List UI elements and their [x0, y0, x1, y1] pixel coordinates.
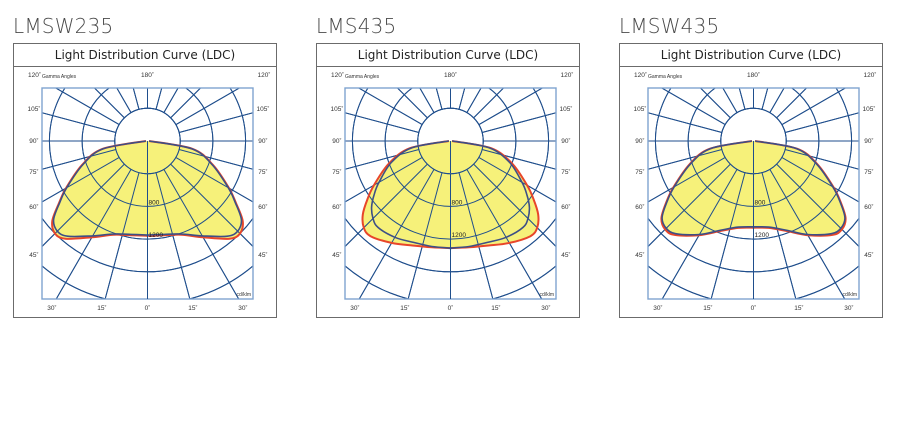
angle-label-left: 75˚	[29, 168, 38, 176]
product-panel-lms435: LMS435 Light Distribution Curve (LDC) 80…	[314, 0, 604, 330]
angle-label-left: 45˚	[635, 251, 644, 259]
angle-label-right: 75˚	[561, 168, 570, 176]
angle-label-bottom: 0˚	[145, 304, 151, 312]
angle-label-bottom: 15˚	[400, 304, 409, 312]
ldc-frame: Light Distribution Curve (LDC) 800 1200 12…	[316, 43, 580, 318]
gamma-angles-label: Gamma Angles	[648, 74, 683, 80]
angle-label-left: 45˚	[332, 251, 341, 259]
angle-label-left: 105˚	[27, 105, 40, 113]
angle-label-bottom: 15˚	[491, 304, 500, 312]
angle-label-bottom: 30˚	[47, 304, 56, 312]
angle-label-left: 45˚	[29, 251, 38, 259]
angle-label-top-center: 180˚	[747, 71, 760, 79]
angle-label-right: 75˚	[864, 168, 873, 176]
chart-title: Light Distribution Curve (LDC)	[317, 44, 579, 67]
angle-label-right: 60˚	[258, 203, 267, 211]
ring-label-1200: 1200	[755, 232, 770, 239]
angle-label-left: 105˚	[633, 105, 646, 113]
angle-label-bottom: 15˚	[703, 304, 712, 312]
product-name: LMSW235	[13, 14, 114, 38]
chart-title: Light Distribution Curve (LDC)	[14, 44, 276, 67]
angle-label-left: 90˚	[29, 137, 38, 145]
angle-label-right: 60˚	[864, 203, 873, 211]
chart-title: Light Distribution Curve (LDC)	[620, 44, 882, 67]
angle-label-right: 45˚	[864, 251, 873, 259]
angle-label-top-center: 180˚	[444, 71, 457, 79]
angle-label-bottom: 30˚	[653, 304, 662, 312]
angle-label-bottom: 30˚	[541, 304, 550, 312]
angle-label-top-right: 120˚	[560, 71, 573, 79]
unit-label: cd/klm	[237, 292, 251, 298]
angle-label-left: 90˚	[635, 137, 644, 145]
angle-label-left: 105˚	[330, 105, 343, 113]
angle-label-right: 90˚	[561, 137, 570, 145]
product-name: LMSW435	[619, 14, 720, 38]
angle-label-bottom: 0˚	[448, 304, 454, 312]
angle-label-right: 75˚	[258, 168, 267, 176]
product-panel-lmsw435: LMSW435 Light Distribution Curve (LDC) 8…	[617, 0, 900, 330]
angle-label-right: 90˚	[258, 137, 267, 145]
ring-label-1200: 1200	[452, 232, 467, 239]
product-panel-lmsw235: LMSW235 Light Distribution Curve (LDC) 8…	[11, 0, 301, 330]
gamma-angles-label: Gamma Angles	[345, 74, 380, 80]
angle-label-top-left: 120˚	[331, 71, 344, 79]
angle-label-bottom: 30˚	[238, 304, 247, 312]
angle-label-top-left: 120˚	[28, 71, 41, 79]
angle-label-top-right: 120˚	[257, 71, 270, 79]
ring-label-800: 800	[452, 199, 463, 206]
ring-label-800: 800	[755, 199, 766, 206]
angle-label-bottom: 15˚	[97, 304, 106, 312]
angle-label-left: 75˚	[332, 168, 341, 176]
angle-label-right: 45˚	[561, 251, 570, 259]
angle-label-right: 90˚	[864, 137, 873, 145]
ring-label-800: 800	[149, 199, 160, 206]
ldc-frame: Light Distribution Curve (LDC) 800 1200 12…	[619, 43, 883, 318]
angle-label-left: 90˚	[332, 137, 341, 145]
product-name: LMS435	[316, 14, 397, 38]
angle-label-bottom: 15˚	[794, 304, 803, 312]
angle-label-bottom: 30˚	[844, 304, 853, 312]
angle-label-bottom: 30˚	[350, 304, 359, 312]
angle-label-right: 105˚	[256, 105, 269, 113]
angle-label-top-left: 120˚	[634, 71, 647, 79]
angle-label-left: 60˚	[635, 203, 644, 211]
angle-label-bottom: 0˚	[751, 304, 757, 312]
angle-label-right: 60˚	[561, 203, 570, 211]
angle-label-top-center: 180˚	[141, 71, 154, 79]
angle-label-left: 60˚	[332, 203, 341, 211]
angle-label-right: 105˚	[559, 105, 572, 113]
angle-label-left: 60˚	[29, 203, 38, 211]
ldc-frame: Light Distribution Curve (LDC) 800 1200 12…	[13, 43, 277, 318]
angle-label-right: 45˚	[258, 251, 267, 259]
unit-label: cd/klm	[843, 292, 857, 298]
angle-label-bottom: 15˚	[188, 304, 197, 312]
ring-label-1200: 1200	[149, 232, 164, 239]
unit-label: cd/klm	[540, 292, 554, 298]
angle-label-left: 75˚	[635, 168, 644, 176]
gamma-angles-label: Gamma Angles	[42, 74, 77, 80]
angle-label-right: 105˚	[862, 105, 875, 113]
angle-label-top-right: 120˚	[863, 71, 876, 79]
